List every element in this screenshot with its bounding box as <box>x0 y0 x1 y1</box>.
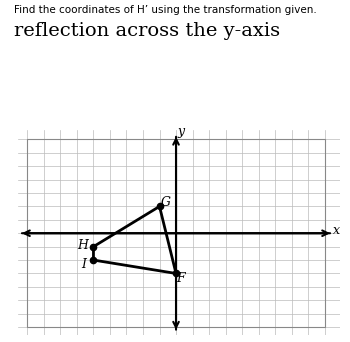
Text: F: F <box>177 272 185 285</box>
Text: reflection across the y-axis: reflection across the y-axis <box>14 22 280 40</box>
Text: G: G <box>160 196 170 209</box>
Text: Find the coordinates of H’ using the transformation given.: Find the coordinates of H’ using the tra… <box>14 5 317 15</box>
Text: I: I <box>81 258 86 271</box>
Text: x: x <box>333 224 340 237</box>
Text: H: H <box>77 239 88 252</box>
Text: y: y <box>177 126 184 139</box>
